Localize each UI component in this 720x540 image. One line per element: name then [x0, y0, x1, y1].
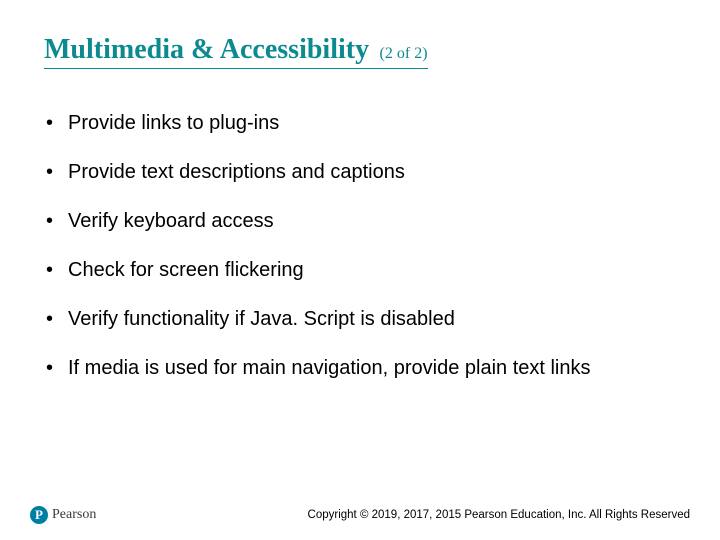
- pearson-logo-text: Pearson: [52, 507, 96, 523]
- title-wrap: Multimedia & Accessibility (2 of 2): [44, 34, 428, 69]
- slide: Multimedia & Accessibility (2 of 2) Prov…: [0, 0, 720, 540]
- footer: P Pearson Copyright © 2019, 2017, 2015 P…: [0, 506, 720, 524]
- bullet-item: Provide text descriptions and captions: [44, 160, 676, 185]
- bullet-item: Check for screen flickering: [44, 258, 676, 283]
- copyright-text: Copyright © 2019, 2017, 2015 Pearson Edu…: [308, 509, 690, 521]
- pearson-logo: P Pearson: [30, 506, 96, 524]
- bullet-item: Provide links to plug-ins: [44, 111, 676, 136]
- pearson-logo-icon: P: [30, 506, 48, 524]
- bullet-item: Verify keyboard access: [44, 209, 676, 234]
- slide-subtitle: (2 of 2): [380, 45, 428, 62]
- bullet-item: If media is used for main navigation, pr…: [44, 356, 676, 381]
- bullet-list: Provide links to plug-ins Provide text d…: [44, 111, 676, 381]
- slide-title: Multimedia & Accessibility: [44, 34, 369, 65]
- bullet-item: Verify functionality if Java. Script is …: [44, 307, 676, 332]
